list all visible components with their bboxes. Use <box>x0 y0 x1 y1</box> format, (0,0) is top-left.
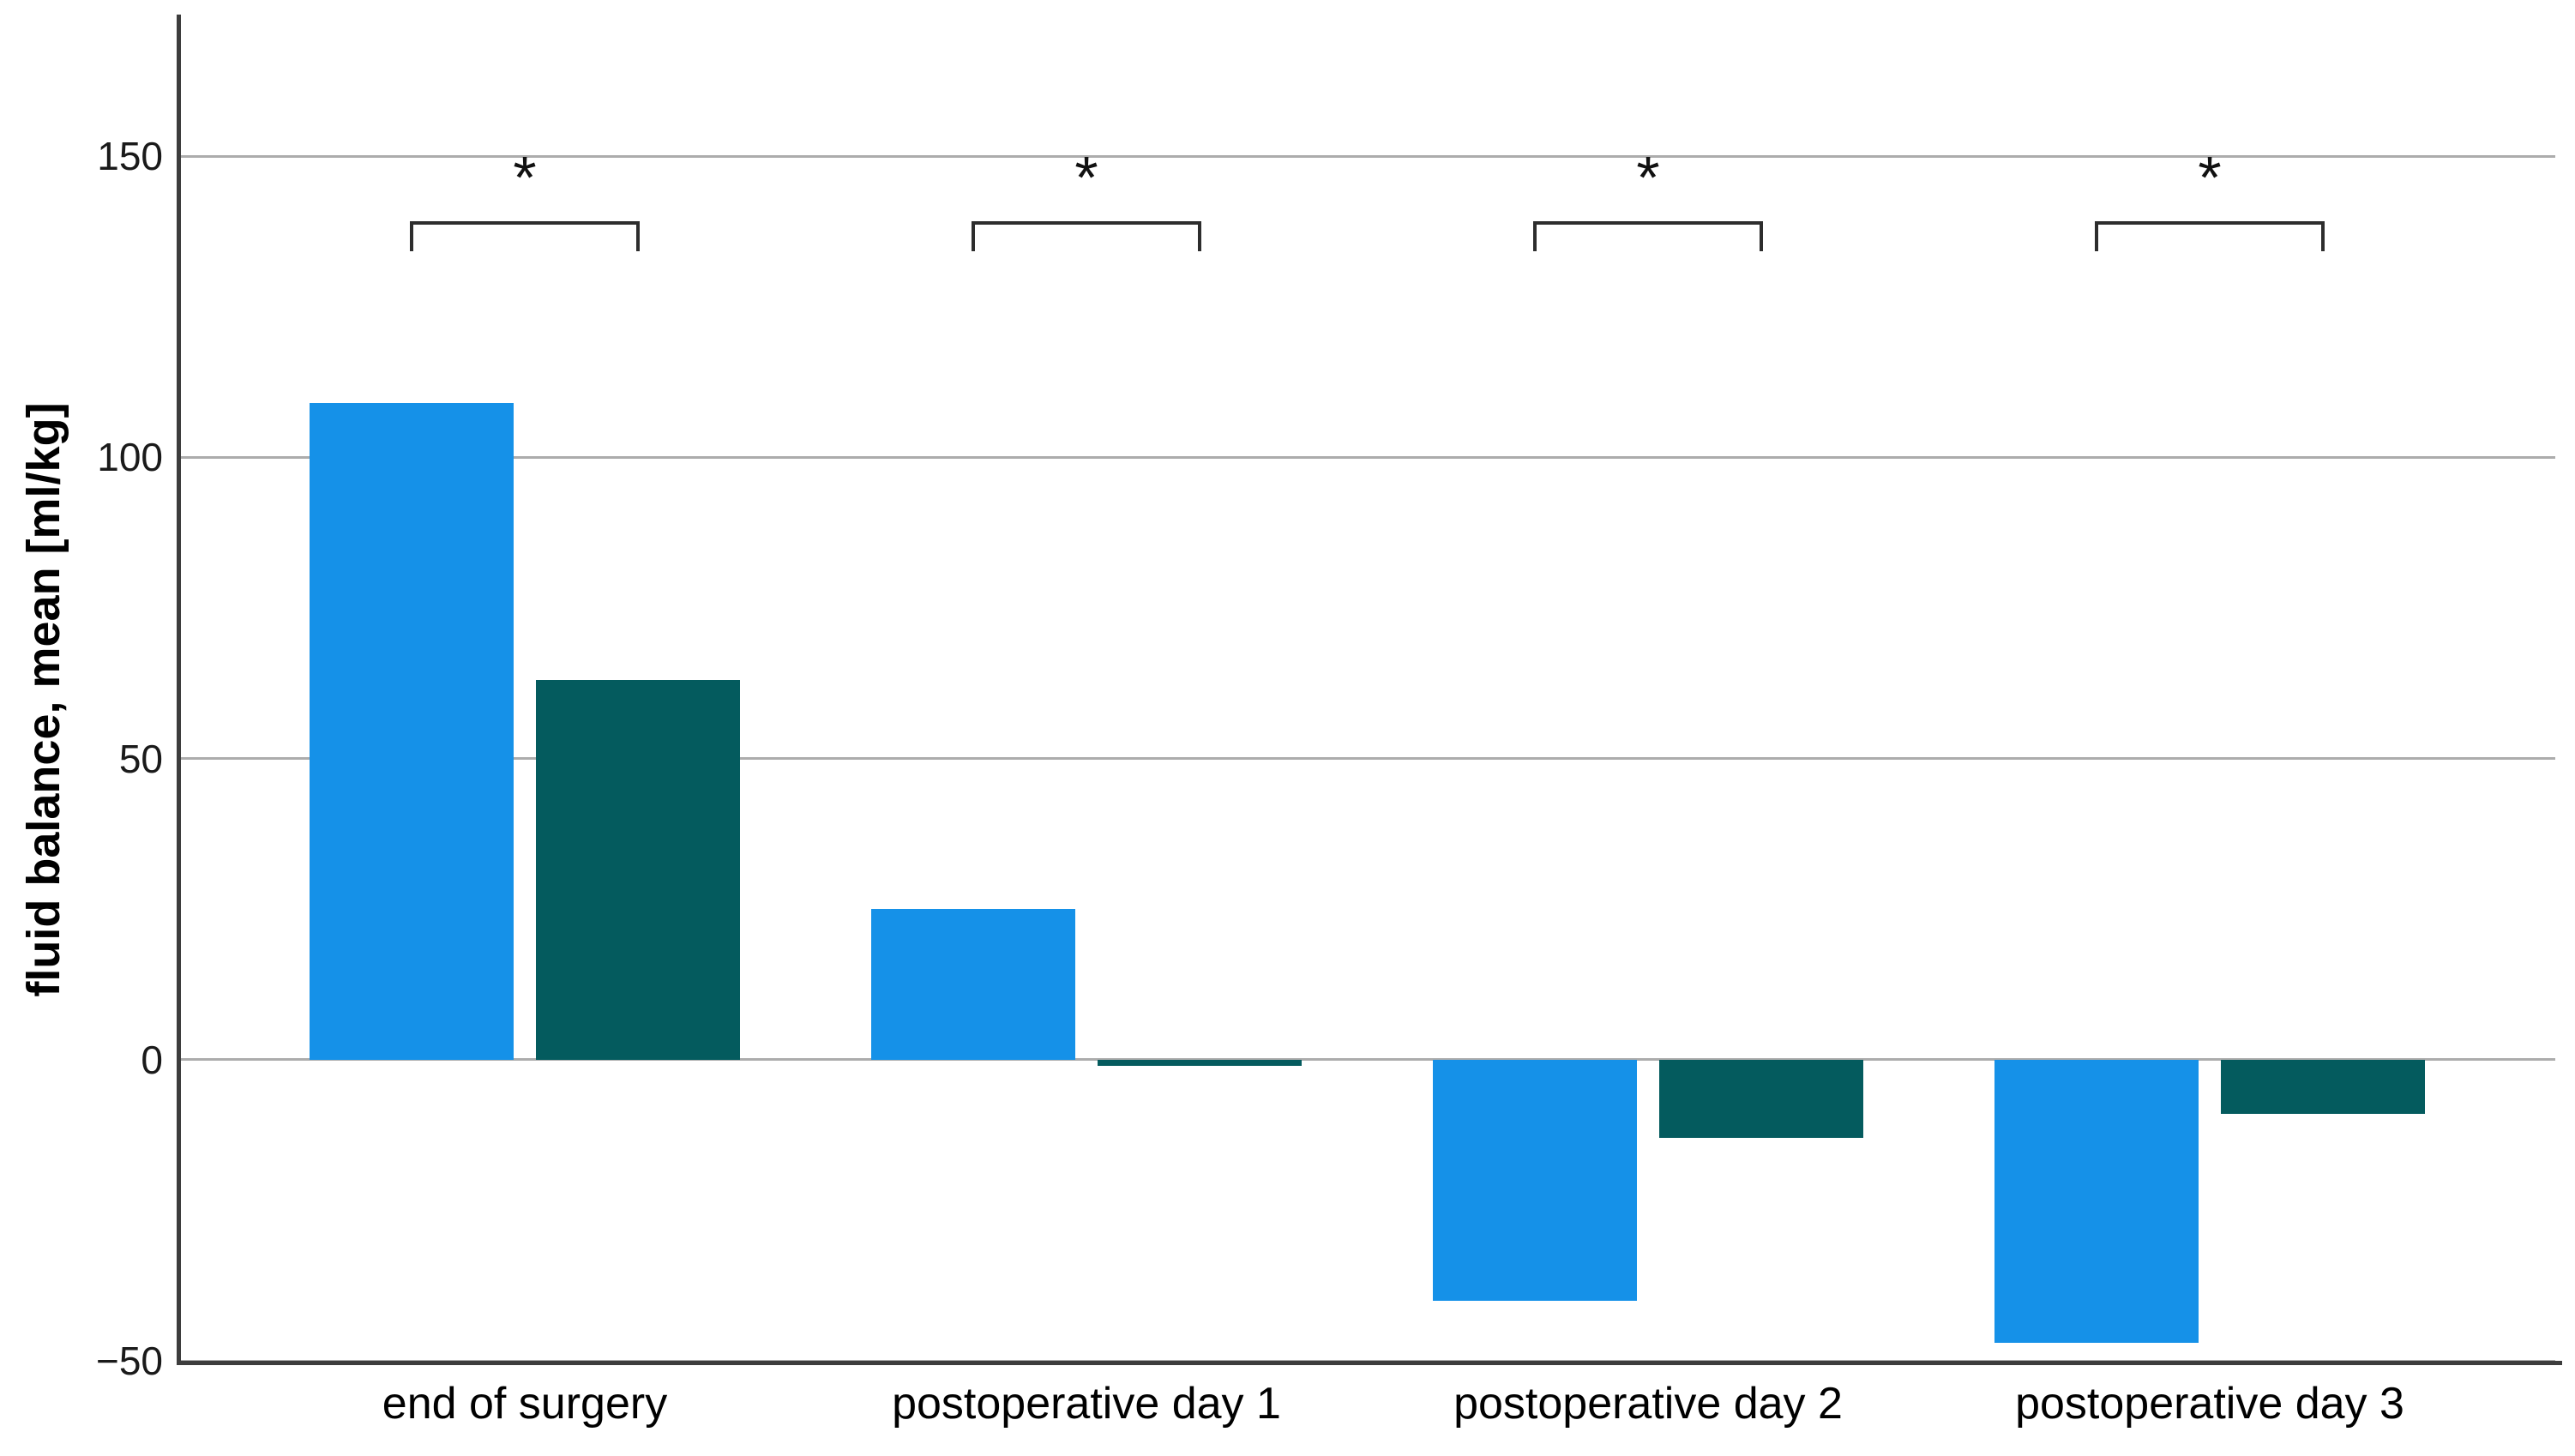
significance-asterisk-end-of-surgery: * <box>513 144 537 211</box>
bar-postoperative-day-3-blue <box>1994 1059 2199 1343</box>
y-tick-label-50: 50 <box>118 736 163 781</box>
y-axis-line <box>177 15 181 1365</box>
y-tick-label-0: 0 <box>141 1037 163 1082</box>
x-category-label-postoperative-day-3: postoperative day 3 <box>2015 1379 2404 1429</box>
significance-bracket-postoperative-day-1 <box>972 221 1201 251</box>
gridline-50 <box>181 757 2555 761</box>
gridline-0 <box>181 1058 2555 1062</box>
significance-asterisk-postoperative-day-2: * <box>1636 144 1660 211</box>
significance-bracket-end-of-surgery <box>410 221 640 251</box>
bar-postoperative-day-2-blue <box>1433 1059 1637 1301</box>
bar-end-of-surgery-teal <box>536 680 740 1060</box>
bar-postoperative-day-1-teal <box>1098 1059 1302 1066</box>
x-category-label-end-of-surgery: end of surgery <box>382 1379 668 1429</box>
bar-end-of-surgery-blue <box>310 403 514 1060</box>
gridline-100 <box>181 455 2555 459</box>
significance-bracket-postoperative-day-2 <box>1533 221 1763 251</box>
y-tick-label-100: 100 <box>97 435 163 480</box>
bar-postoperative-day-2-teal <box>1659 1059 1863 1139</box>
significance-asterisk-postoperative-day-3: * <box>2198 144 2222 211</box>
y-axis-title: fluid balance, mean [ml/kg] <box>18 402 69 997</box>
gridline-150 <box>181 154 2555 158</box>
bar-postoperative-day-3-teal <box>2221 1059 2425 1114</box>
x-category-label-postoperative-day-1: postoperative day 1 <box>892 1379 1281 1429</box>
y-tick-label--50: −50 <box>95 1339 163 1383</box>
significance-bracket-postoperative-day-3 <box>2095 221 2325 251</box>
significance-asterisk-postoperative-day-1: * <box>1074 144 1098 211</box>
x-axis-frame-line <box>177 1361 2562 1365</box>
bar-postoperative-day-1-blue <box>871 909 1075 1060</box>
x-category-label-postoperative-day-2: postoperative day 2 <box>1453 1379 1843 1429</box>
y-tick-label-150: 150 <box>97 134 163 179</box>
